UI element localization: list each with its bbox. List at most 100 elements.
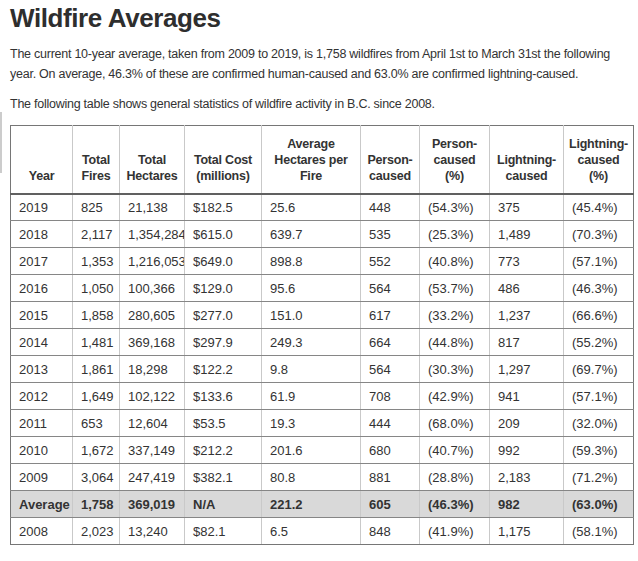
value-cell: (45.4%) [564,194,634,221]
value-cell: (54.3%) [420,194,490,221]
value-cell: 848 [361,518,420,545]
column-header: Person-caused (%) [420,126,490,194]
year-cell: 2008 [11,518,73,545]
intro-paragraph-table-note: The following table shows general statis… [10,94,634,114]
value-cell: 664 [361,329,420,356]
value-cell: $82.1 [185,518,262,545]
column-header: Average Hectares per Fire [262,126,361,194]
value-cell: 881 [361,464,420,491]
value-cell: (46.3%) [564,275,634,302]
value-cell: 708 [361,383,420,410]
year-cell: 2011 [11,410,73,437]
value-cell: 25.6 [262,194,361,221]
column-header: Total Fires [73,126,120,194]
value-cell: 1,858 [73,302,120,329]
value-cell: (58.1%) [564,518,634,545]
column-header: Person-caused [361,126,420,194]
value-cell: 201.6 [262,437,361,464]
value-cell: 1,353 [73,248,120,275]
value-cell: 6.5 [262,518,361,545]
value-cell: 617 [361,302,420,329]
value-cell: 825 [73,194,120,221]
value-cell: (25.3%) [420,221,490,248]
value-cell: 12,604 [120,410,185,437]
column-header: Total Cost (millions) [185,126,262,194]
table-body: 201982521,138$182.525.6448(54.3%)375(45.… [11,194,634,545]
value-cell: (32.0%) [564,410,634,437]
table-header-row: YearTotal FiresTotal HectaresTotal Cost … [11,126,634,194]
value-cell: 2,117 [73,221,120,248]
value-cell: (40.8%) [420,248,490,275]
value-cell: $182.5 [185,194,262,221]
value-cell: 1,672 [73,437,120,464]
value-cell: 552 [361,248,420,275]
value-cell: $277.0 [185,302,262,329]
value-cell: 100,366 [120,275,185,302]
value-cell: 486 [490,275,564,302]
value-cell: 992 [490,437,564,464]
average-row: Average1,758369,019N/A221.2605(46.3%)982… [11,491,634,518]
value-cell: 280,605 [120,302,185,329]
year-cell: Average [11,491,73,518]
column-header: Year [11,126,73,194]
year-cell: 2009 [11,464,73,491]
value-cell: (46.3%) [420,491,490,518]
year-cell: 2013 [11,356,73,383]
year-cell: 2014 [11,329,73,356]
value-cell: 941 [490,383,564,410]
value-cell: (55.2%) [564,329,634,356]
value-cell: 151.0 [262,302,361,329]
value-cell: 1,237 [490,302,564,329]
value-cell: 680 [361,437,420,464]
value-cell: 2,183 [490,464,564,491]
value-cell: 773 [490,248,564,275]
value-cell: 1,489 [490,221,564,248]
value-cell: (30.3%) [420,356,490,383]
value-cell: 2,023 [73,518,120,545]
value-cell: 375 [490,194,564,221]
value-cell: (59.3%) [564,437,634,464]
value-cell: N/A [185,491,262,518]
table-row: 20161,050100,366$129.095.6564(53.7%)486(… [11,275,634,302]
table-row: 201165312,604$53.519.3444(68.0%)209(32.0… [11,410,634,437]
value-cell: $615.0 [185,221,262,248]
year-cell: 2017 [11,248,73,275]
year-cell: 2012 [11,383,73,410]
intro-paragraph-average: The current 10-year average, taken from … [10,44,634,84]
value-cell: 817 [490,329,564,356]
value-cell: (33.2%) [420,302,490,329]
value-cell: 247,419 [120,464,185,491]
value-cell: (40.7%) [420,437,490,464]
table-row: 20093,064247,419$382.180.8881(28.8%)2,18… [11,464,634,491]
value-cell: $122.2 [185,356,262,383]
value-cell: 1,649 [73,383,120,410]
value-cell: 209 [490,410,564,437]
value-cell: 9.8 [262,356,361,383]
value-cell: 639.7 [262,221,361,248]
value-cell: 369,019 [120,491,185,518]
year-cell: 2016 [11,275,73,302]
value-cell: 444 [361,410,420,437]
value-cell: 80.8 [262,464,361,491]
value-cell: (42.9%) [420,383,490,410]
wildfire-averages-page: Wildfire Averages The current 10-year av… [0,3,638,545]
value-cell: 337,149 [120,437,185,464]
table-row: 20131,86118,298$122.29.8564(30.3%)1,297(… [11,356,634,383]
value-cell: (71.2%) [564,464,634,491]
table-row: 20151,858280,605$277.0151.0617(33.2%)1,2… [11,302,634,329]
value-cell: $129.0 [185,275,262,302]
value-cell: 1,297 [490,356,564,383]
value-cell: (28.8%) [420,464,490,491]
left-edge-divider [0,112,2,173]
table-row: 20171,3531,216,053$649.0898.8552(40.8%)7… [11,248,634,275]
value-cell: $382.1 [185,464,262,491]
value-cell: (68.0%) [420,410,490,437]
value-cell: 1,758 [73,491,120,518]
table-row: 20082,02313,240$82.16.5848(41.9%)1,175(5… [11,518,634,545]
value-cell: 95.6 [262,275,361,302]
value-cell: 13,240 [120,518,185,545]
page-title: Wildfire Averages [10,3,628,34]
value-cell: 1,175 [490,518,564,545]
value-cell: 1,354,284 [120,221,185,248]
value-cell: $297.9 [185,329,262,356]
